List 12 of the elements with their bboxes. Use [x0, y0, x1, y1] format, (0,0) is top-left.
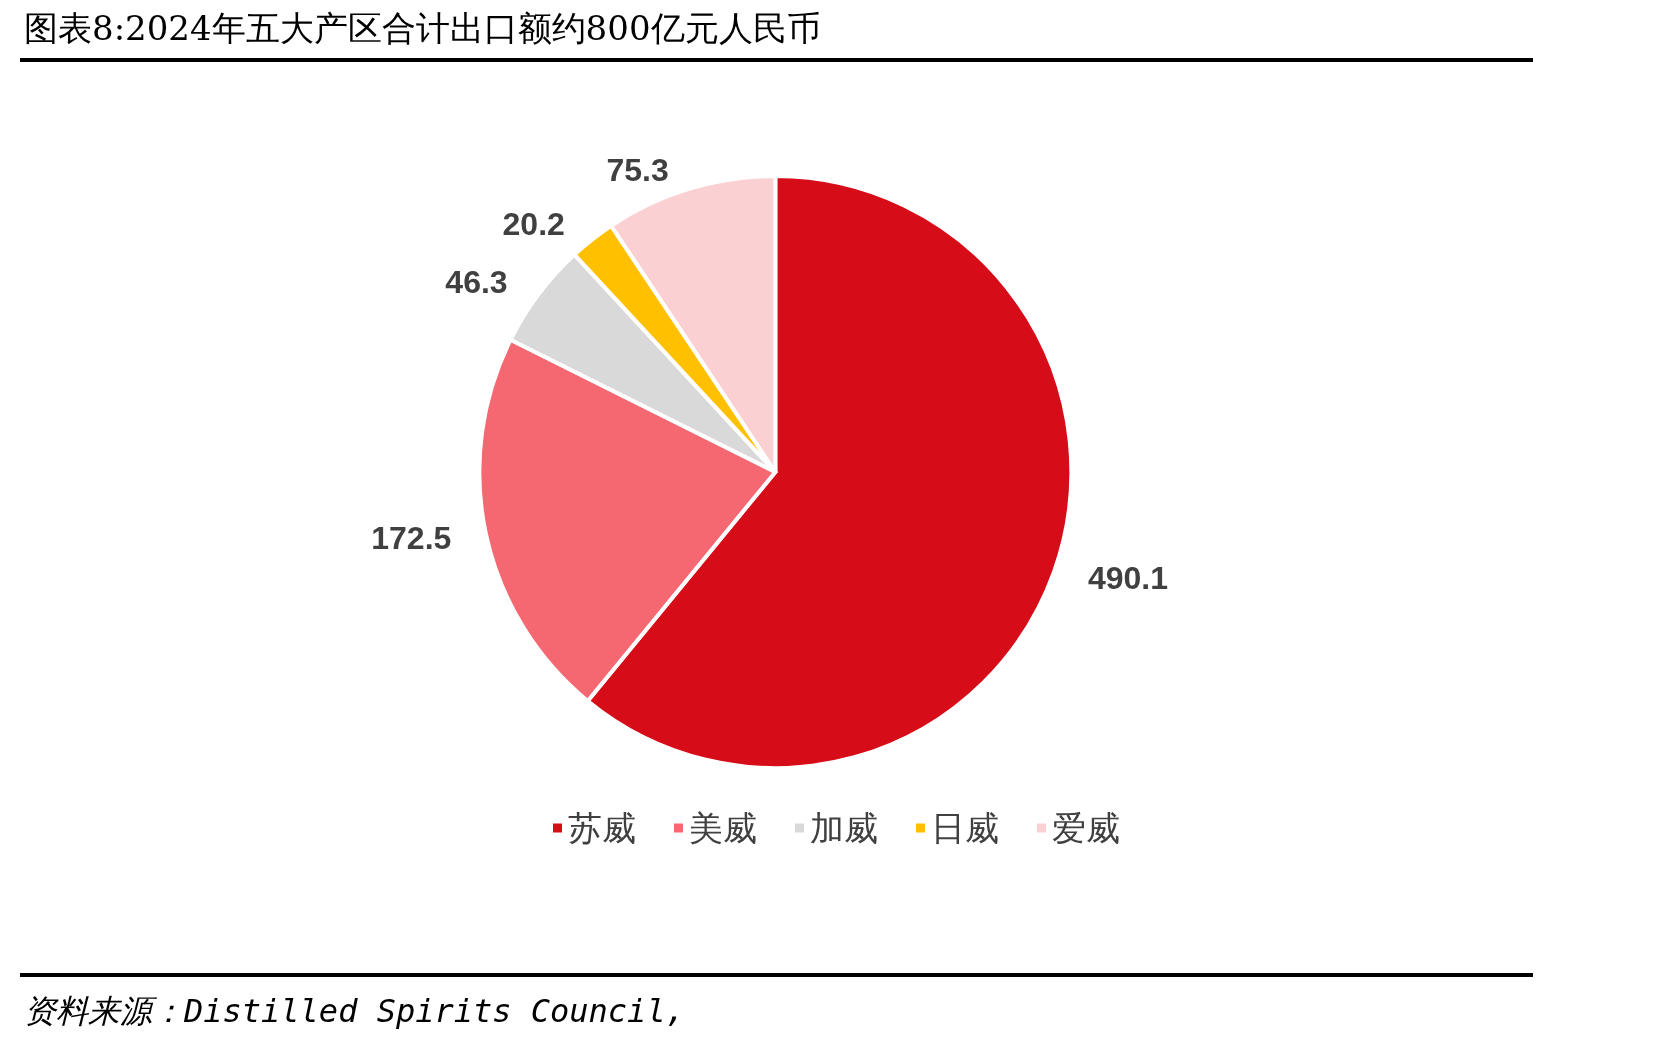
legend-label: 美威 — [689, 808, 757, 848]
legend-label: 爱威 — [1052, 808, 1120, 848]
text: 资料来源：Distilled Spirits Council, — [24, 991, 685, 1032]
legend-label: 加威 — [810, 808, 878, 848]
data-label: 172.5 — [371, 520, 452, 557]
data-label: 46.3 — [445, 264, 508, 301]
data-label: 75.3 — [606, 151, 669, 188]
legend-label: 日威 — [931, 808, 999, 848]
legend-label: 苏威 — [568, 808, 636, 848]
chart-title: 图表8:2024年五大产区合计出口额约800亿元人民币 — [24, 7, 821, 50]
data-label: 20.2 — [502, 205, 565, 242]
data-label: 490.1 — [1087, 560, 1168, 597]
